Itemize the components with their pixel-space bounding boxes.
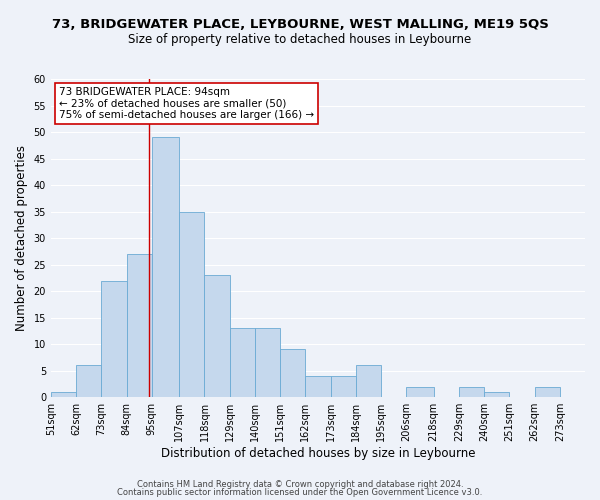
Text: Contains public sector information licensed under the Open Government Licence v3: Contains public sector information licen… xyxy=(118,488,482,497)
Bar xyxy=(255,328,280,397)
Bar xyxy=(127,254,152,397)
Bar xyxy=(205,275,230,397)
Bar xyxy=(406,386,434,397)
Bar xyxy=(101,280,127,397)
Text: Contains HM Land Registry data © Crown copyright and database right 2024.: Contains HM Land Registry data © Crown c… xyxy=(137,480,463,489)
Bar xyxy=(230,328,255,397)
Bar xyxy=(331,376,356,397)
Text: 73 BRIDGEWATER PLACE: 94sqm
← 23% of detached houses are smaller (50)
75% of sem: 73 BRIDGEWATER PLACE: 94sqm ← 23% of det… xyxy=(59,87,314,120)
Bar xyxy=(152,138,179,397)
Bar xyxy=(179,212,205,397)
Bar xyxy=(280,350,305,397)
Bar xyxy=(484,392,509,397)
Bar xyxy=(459,386,484,397)
Bar xyxy=(356,366,381,397)
Bar xyxy=(51,392,76,397)
Bar xyxy=(535,386,560,397)
Text: Size of property relative to detached houses in Leybourne: Size of property relative to detached ho… xyxy=(128,32,472,46)
Bar xyxy=(76,366,101,397)
Text: 73, BRIDGEWATER PLACE, LEYBOURNE, WEST MALLING, ME19 5QS: 73, BRIDGEWATER PLACE, LEYBOURNE, WEST M… xyxy=(52,18,548,30)
X-axis label: Distribution of detached houses by size in Leybourne: Distribution of detached houses by size … xyxy=(161,447,475,460)
Y-axis label: Number of detached properties: Number of detached properties xyxy=(15,145,28,331)
Bar xyxy=(305,376,331,397)
